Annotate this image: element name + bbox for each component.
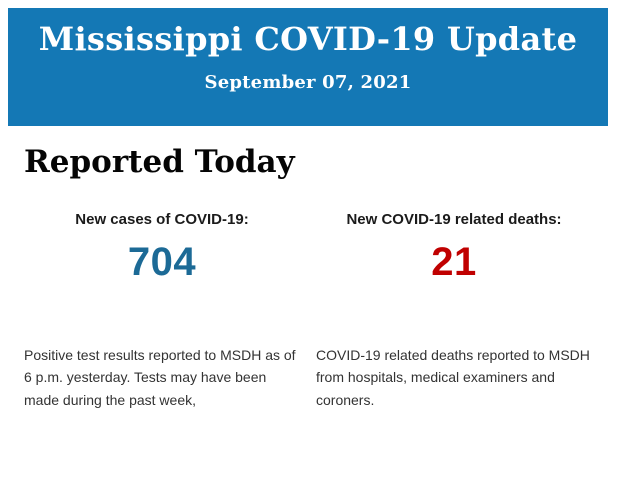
page-title: Mississippi COVID-19 Update: [38, 20, 578, 58]
stat-description-new-deaths: COVID-19 related deaths reported to MSDH…: [316, 346, 590, 408]
stat-new-deaths: New COVID-19 related deaths: 21 COVID-19…: [316, 211, 592, 412]
stat-value-new-deaths: 21: [431, 239, 477, 284]
stat-label-new-deaths: New COVID-19 related deaths:: [346, 210, 562, 228]
stats-row: New cases of COVID-19: 704 Positive test…: [24, 211, 592, 412]
stat-new-cases: New cases of COVID-19: 704 Positive test…: [24, 211, 300, 412]
stat-description-new-cases: Positive test results reported to MSDH a…: [24, 346, 296, 408]
section-heading: Reported Today: [24, 144, 295, 180]
header-date: September 07, 2021: [204, 71, 412, 93]
content: Reported Today New cases of COVID-19: 70…: [24, 144, 592, 412]
header-banner: Mississippi COVID-19 Update September 07…: [8, 8, 608, 126]
stat-label-new-cases: New cases of COVID-19:: [75, 210, 249, 228]
stat-value-new-cases: 704: [127, 239, 197, 284]
